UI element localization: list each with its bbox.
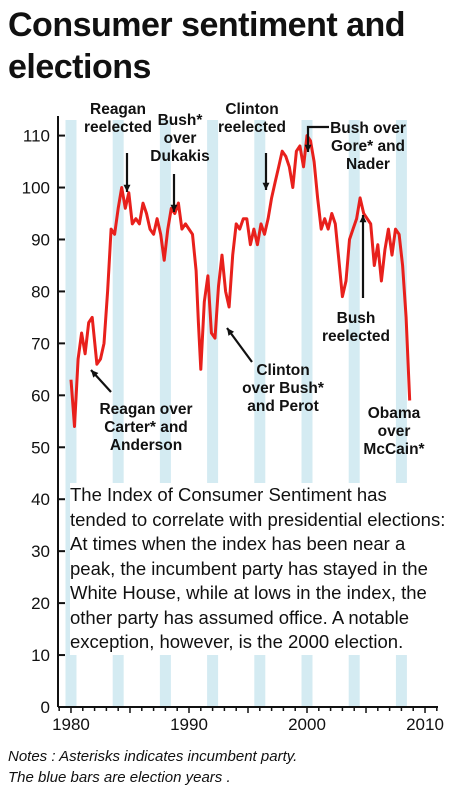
annotations: Reagan reelected Bush* over Dukakis Clinton re…: [84, 101, 426, 458]
annotation-6: Bush reelected: [322, 215, 390, 345]
election-bar-2000: [301, 120, 313, 707]
annotation-label-0: Reagan reelected: [84, 101, 152, 136]
x-tick-label-2000: 2000: [288, 715, 326, 734]
y-tick-label-30: 30: [31, 542, 50, 561]
x-tick-label-2010: 2010: [406, 715, 444, 734]
y-tick-label-90: 90: [31, 230, 50, 249]
annotation-5: Clinton over Bush* and Perot: [226, 327, 325, 415]
x-tick-label-1990: 1990: [170, 715, 208, 734]
election-bar-2008: [395, 120, 407, 707]
note-blue-bars: The blue bars are election years .: [8, 769, 231, 786]
notes: Notes : Asterisks indicates incumbent pa…: [8, 746, 448, 788]
y-tick-label-10: 10: [31, 646, 50, 665]
y-tick-label-100: 100: [22, 179, 50, 198]
x-tick-label-1980: 1980: [52, 715, 90, 734]
y-tick-label-50: 50: [31, 438, 50, 457]
election-bar-1992: [207, 120, 219, 707]
y-tick-label-80: 80: [31, 282, 50, 301]
election-bars: [65, 120, 407, 707]
annotation-label-1: Bush* over Dukakis: [150, 112, 209, 165]
y-tick-label-70: 70: [31, 334, 50, 353]
annotation-arrowhead-3: [304, 144, 312, 152]
annotation-arrowhead-5: [227, 328, 235, 336]
election-bar-1984: [112, 120, 124, 707]
annotation-arrowhead-4: [91, 370, 99, 378]
annotation-2: Clinton reelected: [218, 101, 286, 190]
election-bar-1996: [254, 120, 266, 707]
y-tick-label-0: 0: [41, 698, 50, 717]
annotation-4: Reagan over Carter* and Anderson: [90, 369, 193, 454]
y-tick-label-20: 20: [31, 594, 50, 613]
annotation-label-3: Bush over Gore* and Nader: [330, 120, 406, 173]
annotation-arrowhead-0: [123, 184, 131, 192]
annotation-label-7: Obama over McCain*: [363, 405, 425, 458]
annotation-arrowhead-2: [262, 182, 270, 190]
series: [69, 134, 412, 428]
note-asterisk: Notes : Asterisks indicates incumbent pa…: [8, 748, 298, 765]
annotation-label-6: Bush reelected: [322, 310, 390, 345]
annotation-label-4: Reagan over Carter* and Anderson: [99, 401, 192, 454]
chart-title: Consumer sentiment and elections: [8, 6, 406, 86]
annotation-arrowhead-6: [359, 215, 367, 223]
description-text: The Index of Consumer Sentiment has tend…: [70, 483, 446, 655]
y-axis-ticks: 0 10 20 30 40 50 60 70 80 90 100 110: [22, 127, 65, 717]
y-tick-label-60: 60: [31, 386, 50, 405]
annotation-7: Obama over McCain*: [363, 405, 425, 458]
annotation-3: Bush over Gore* and Nader: [304, 120, 406, 173]
annotation-label-2: Clinton reelected: [218, 101, 286, 136]
election-bar-2004: [348, 120, 360, 707]
annotation-arrowhead-1: [170, 204, 178, 212]
y-tick-label-40: 40: [31, 490, 50, 509]
x-axis-ticks: 1980 1990 2000 2010: [52, 707, 444, 734]
election-bar-1980: [65, 120, 77, 707]
y-tick-label-110: 110: [23, 127, 50, 146]
annotation-1: Bush* over Dukakis: [150, 112, 210, 212]
election-bar-1988: [159, 120, 171, 707]
annotation-0: Reagan reelected: [84, 101, 152, 192]
annotation-arrow-3: [306, 125, 329, 152]
chart: 0 10 20 30 40 50 60 70 80 90 100 110 1980 1990 2000 20…: [22, 101, 444, 734]
sentiment-line: [69, 134, 412, 428]
annotation-label-5: Clinton over Bush* and Perot: [242, 362, 325, 415]
